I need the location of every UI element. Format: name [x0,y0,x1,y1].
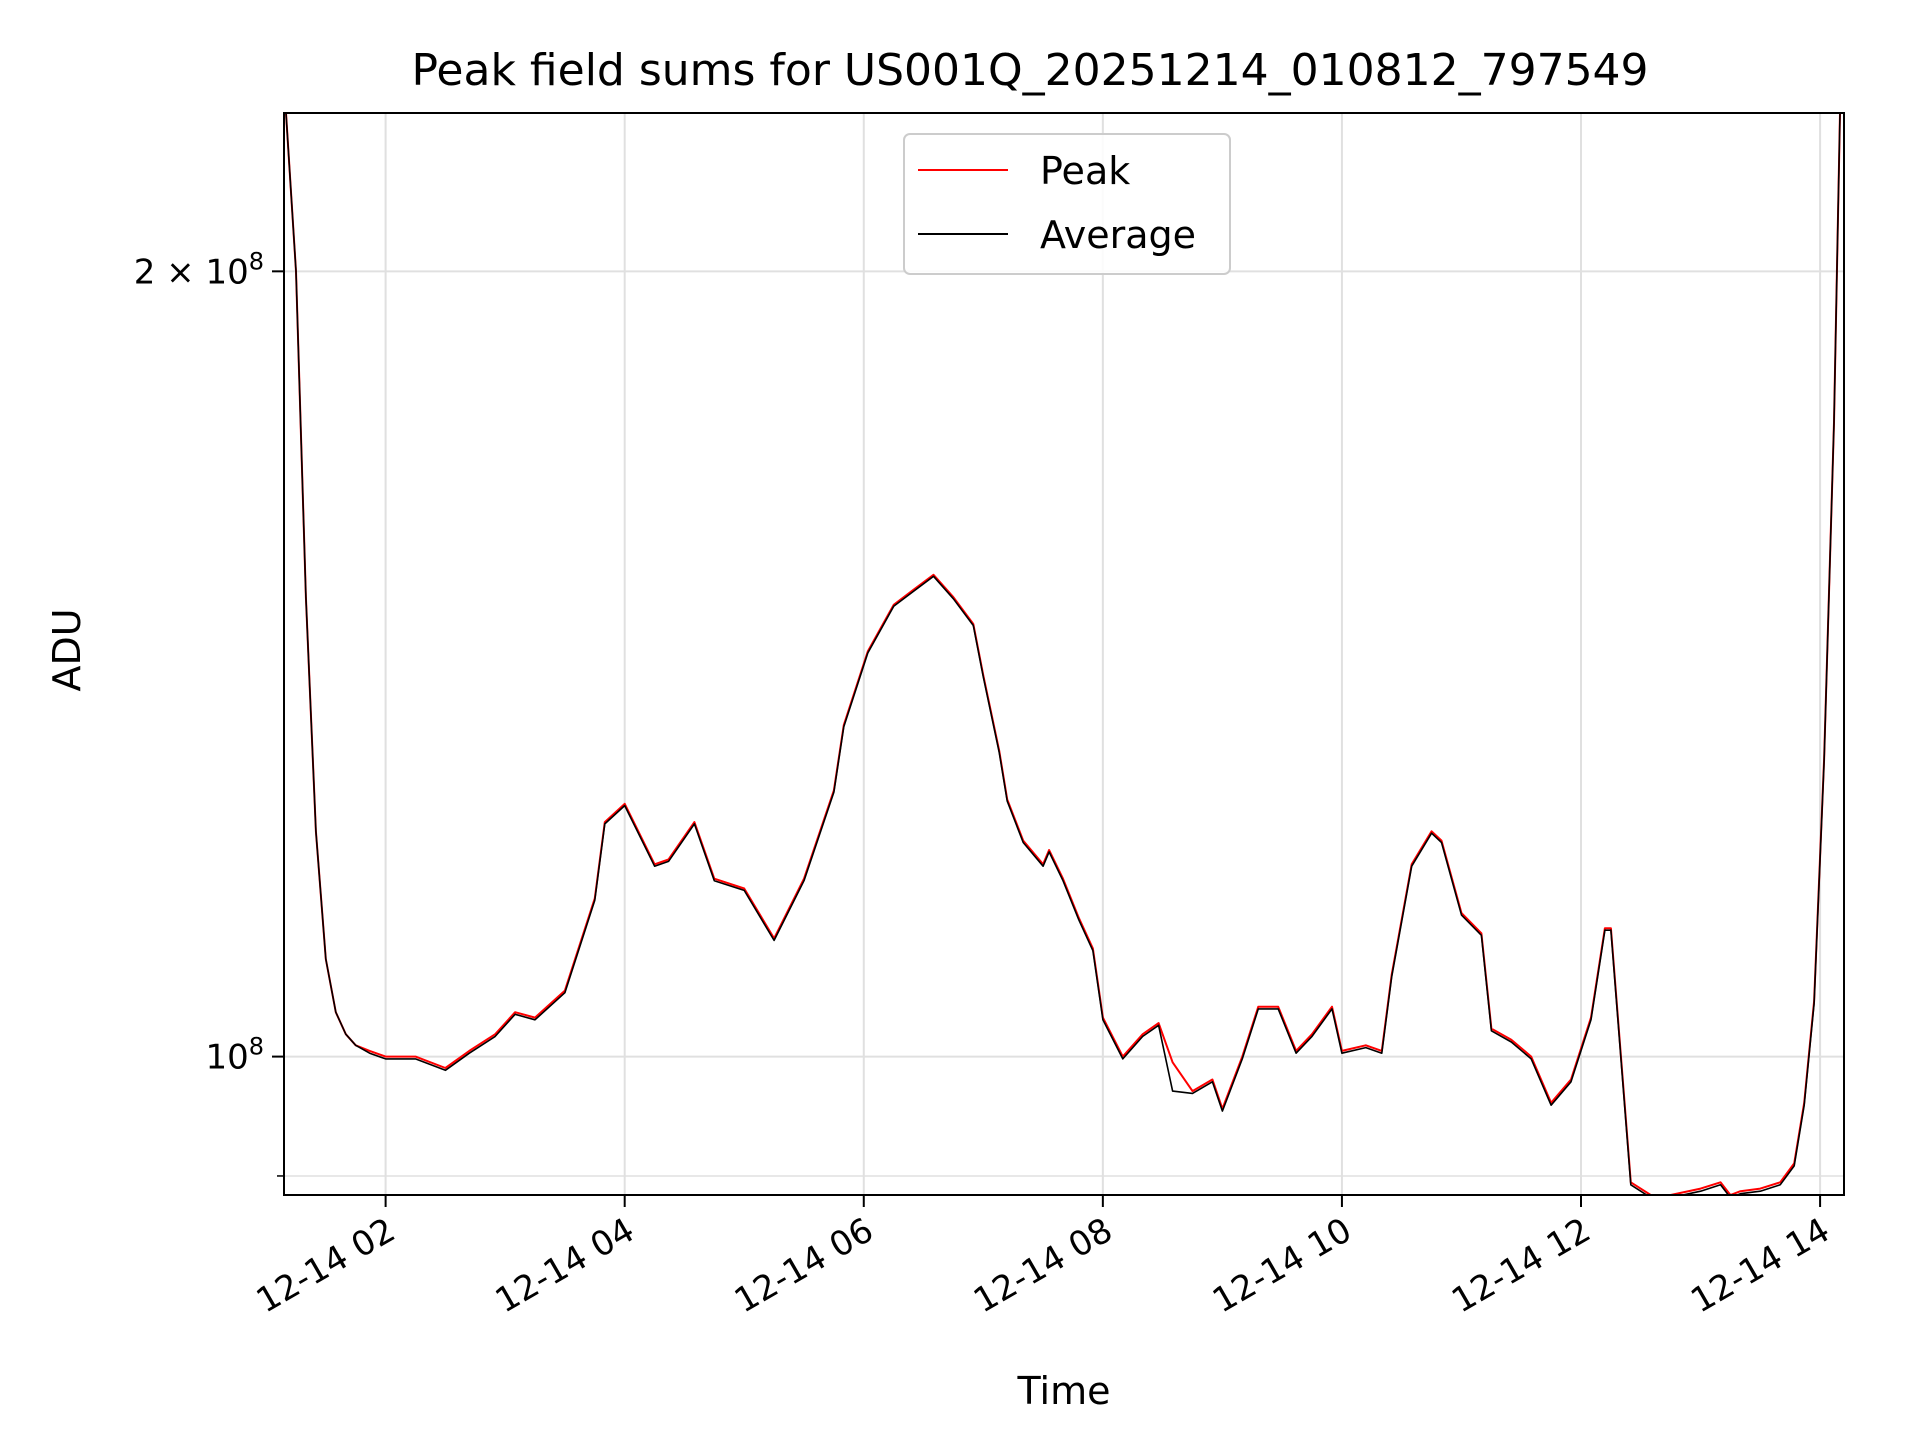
y-axis-label: ADU [45,608,89,691]
series-line-average [285,113,1841,1195]
x-tick-label: 12-14 14 [1684,1210,1836,1321]
y-tick-label-base: 2 × 10 [134,252,249,292]
y-tick-label-base: 10 [205,1038,248,1078]
legend: Peak Average [903,133,1231,275]
y-tick-label: 108 [205,1033,264,1078]
x-axis-label: Time [1017,1369,1111,1413]
chart-title: Peak field sums for US001Q_20251214_0108… [411,45,1648,96]
x-tick-label: 12-14 02 [250,1210,402,1321]
plot-frame [283,112,1845,1196]
y-tick-label: 2 × 108 [134,247,264,292]
legend-average-label: Average [1040,213,1196,257]
x-tick-label: 12-14 12 [1445,1210,1597,1321]
x-tick-label: 12-14 08 [967,1210,1119,1321]
y-tick-label-exponent: 8 [249,247,264,275]
grid [284,113,1844,1195]
series [285,113,1841,1195]
x-tick-label: 12-14 06 [728,1210,880,1321]
series-line-peak [285,113,1841,1195]
x-tick-label: 12-14 04 [489,1210,641,1321]
legend-peak-label: Peak [1040,149,1130,193]
y-tick-label-exponent: 8 [249,1033,264,1061]
x-tick-label: 12-14 10 [1206,1210,1358,1321]
